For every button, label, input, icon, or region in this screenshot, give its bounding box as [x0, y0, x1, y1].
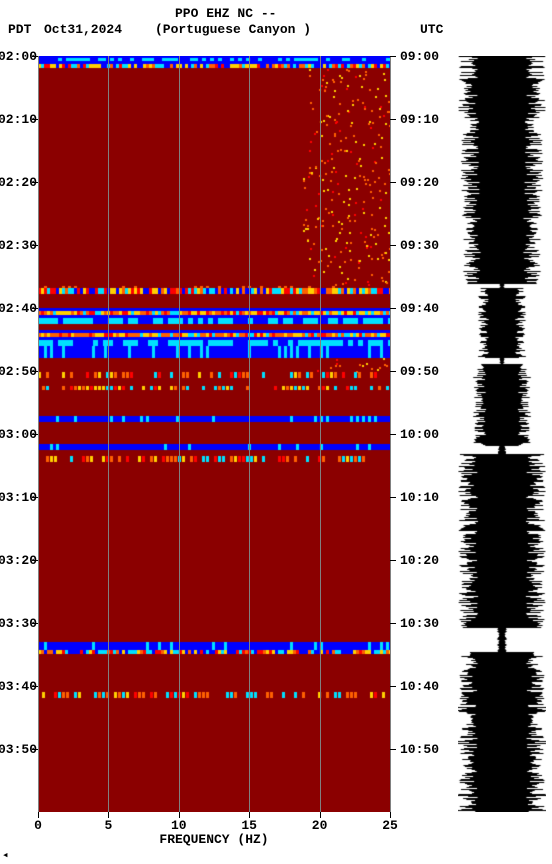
- y-right-label: 09:30: [400, 238, 439, 253]
- y-right-label: 09:20: [400, 175, 439, 190]
- y-tick: [32, 119, 38, 120]
- y-tick: [390, 371, 396, 372]
- y-tick: [390, 686, 396, 687]
- y-tick: [32, 560, 38, 561]
- gridline: [320, 56, 321, 812]
- y-left-label: 02:30: [0, 238, 36, 253]
- y-tick: [390, 623, 396, 624]
- y-left-label: 03:00: [0, 427, 36, 442]
- waveform-canvas: [458, 56, 546, 812]
- x-tick-label: 25: [382, 818, 398, 833]
- y-right-label: 09:40: [400, 301, 439, 316]
- gridline: [179, 56, 180, 812]
- y-right-label: 10:40: [400, 679, 439, 694]
- y-left-label: 03:20: [0, 553, 36, 568]
- y-tick: [390, 308, 396, 309]
- y-tick: [32, 308, 38, 309]
- y-tick: [32, 749, 38, 750]
- spectrogram-canvas: [38, 56, 390, 812]
- y-left-label: 03:10: [0, 490, 36, 505]
- tz-right: UTC: [420, 22, 443, 37]
- y-tick: [32, 245, 38, 246]
- waveform-plot: [458, 56, 546, 812]
- x-axis-label: FREQUENCY (HZ): [114, 832, 314, 847]
- y-right-label: 09:10: [400, 112, 439, 127]
- y-left-label: 03:50: [0, 742, 36, 757]
- y-right-label: 09:50: [400, 364, 439, 379]
- gridline: [249, 56, 250, 812]
- x-tick-label: 20: [312, 818, 328, 833]
- station-name: (Portuguese Canyon ): [155, 22, 311, 37]
- y-right-label: 10:30: [400, 616, 439, 631]
- y-right-label: 09:00: [400, 49, 439, 64]
- y-tick: [32, 623, 38, 624]
- y-tick: [390, 497, 396, 498]
- y-tick: [32, 497, 38, 498]
- x-tick-label: 0: [34, 818, 42, 833]
- y-tick: [390, 119, 396, 120]
- y-right-label: 10:00: [400, 427, 439, 442]
- root: PPO EHZ NC -- PDT Oct31,2024 (Portuguese…: [0, 0, 552, 864]
- x-tick-label: 15: [241, 818, 257, 833]
- y-tick: [390, 560, 396, 561]
- y-tick: [390, 182, 396, 183]
- y-tick: [32, 371, 38, 372]
- y-tick: [390, 749, 396, 750]
- y-left-label: 02:20: [0, 175, 36, 190]
- y-tick: [390, 245, 396, 246]
- y-tick: [390, 56, 396, 57]
- x-tick-label: 5: [104, 818, 112, 833]
- y-right-label: 10:10: [400, 490, 439, 505]
- y-tick: [390, 434, 396, 435]
- y-left-label: 03:40: [0, 679, 36, 694]
- y-left-label: 02:00: [0, 49, 36, 64]
- gridline: [108, 56, 109, 812]
- title: PPO EHZ NC --: [175, 6, 276, 21]
- y-left-label: 02:40: [0, 301, 36, 316]
- y-right-label: 10:50: [400, 742, 439, 757]
- y-left-label: 03:30: [0, 616, 36, 631]
- gridline: [38, 56, 39, 812]
- y-tick: [32, 686, 38, 687]
- y-tick: [32, 56, 38, 57]
- y-right-label: 10:20: [400, 553, 439, 568]
- tz-left: PDT: [8, 22, 31, 37]
- y-left-label: 02:50: [0, 364, 36, 379]
- date: Oct31,2024: [44, 22, 122, 37]
- y-left-label: 02:10: [0, 112, 36, 127]
- y-tick: [32, 182, 38, 183]
- y-tick: [32, 434, 38, 435]
- x-tick-label: 10: [171, 818, 187, 833]
- footer-mark: ◂: [2, 848, 9, 862]
- spectrogram-plot: 02:0002:1002:2002:3002:4002:5003:0003:10…: [38, 56, 390, 812]
